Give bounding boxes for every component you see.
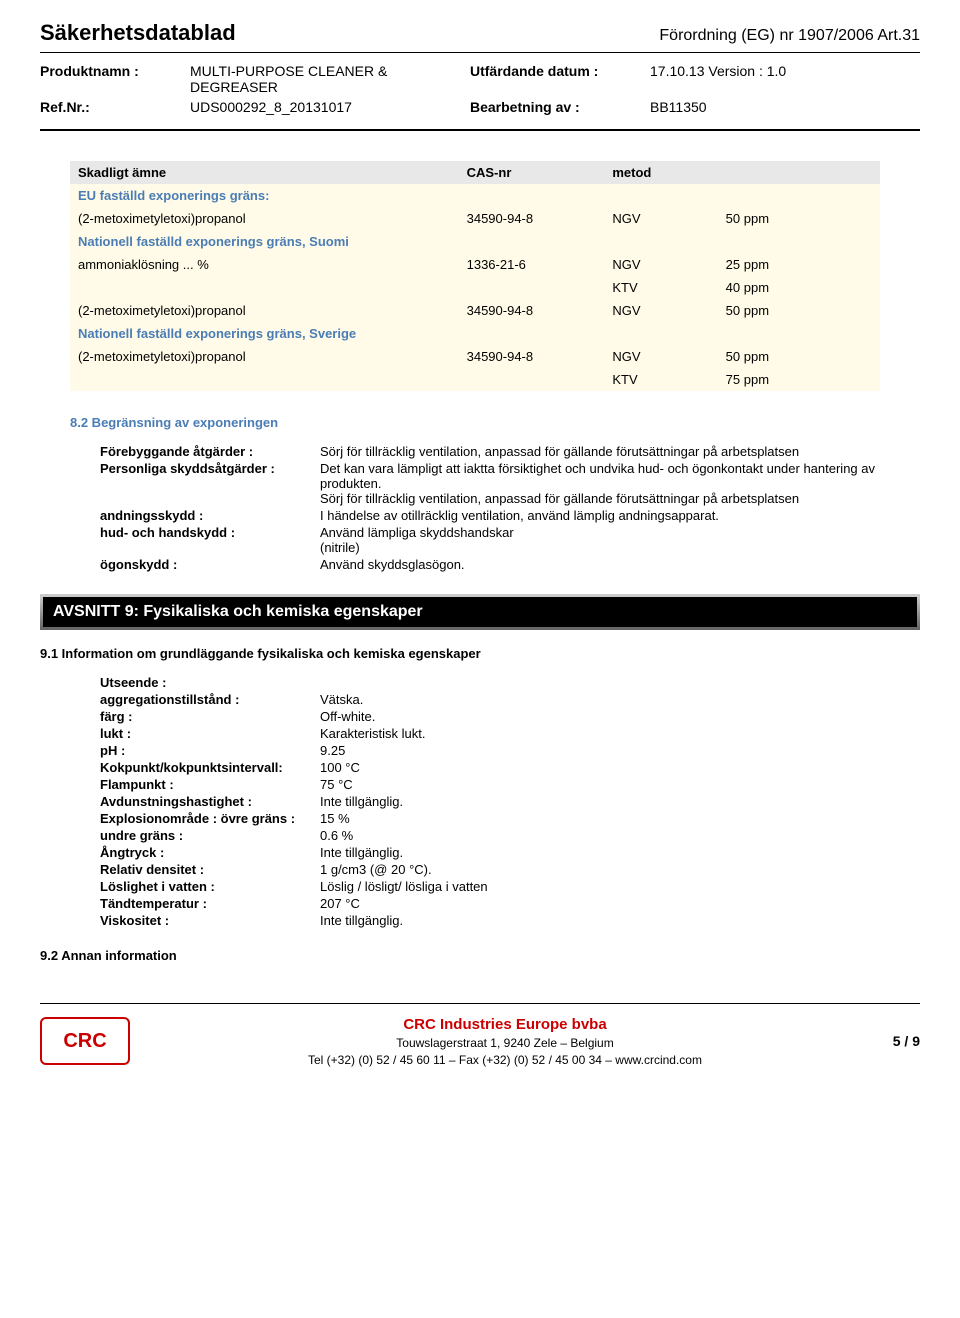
density-value: 1 g/cm3 (@ 20 °C).: [320, 862, 880, 877]
ref-label: Ref.Nr.:: [40, 99, 190, 115]
evap-value: Inte tillgänglig.: [320, 794, 880, 809]
issue-label: Utfärdande datum :: [470, 63, 650, 95]
exposure-table: Skadligt ämne CAS-nr metod EU faställd e…: [70, 161, 880, 391]
ignition-value: 207 °C: [320, 896, 880, 911]
flash-label: Flampunkt :: [100, 777, 320, 792]
viscosity-value: Inte tillgänglig.: [320, 913, 880, 928]
product-value: MULTI-PURPOSE CLEANER & DEGREASER: [190, 63, 470, 95]
flash-value: 75 °C: [320, 777, 880, 792]
odor-value: Karakteristisk lukt.: [320, 726, 880, 741]
preventive-label: Förebyggande åtgärder :: [100, 444, 320, 459]
vapp-value: Inte tillgänglig.: [320, 845, 880, 860]
page-number: 5 / 9: [860, 1033, 920, 1049]
color-label: färg :: [100, 709, 320, 724]
regulation-title: Förordning (EG) nr 1907/2006 Art.31: [659, 27, 920, 45]
section-9-1-body: Utseende : aggregationstillstånd :Vätska…: [100, 675, 880, 928]
skin-label: hud- och handskydd :: [100, 525, 320, 555]
vapp-label: Ångtryck :: [100, 845, 320, 860]
ph-label: pH :: [100, 743, 320, 758]
th-value: [718, 161, 880, 184]
personal-label: Personliga skyddsåtgärder :: [100, 461, 320, 506]
table-row: (2-metoximetyletoxi)propanol 34590-94-8 …: [70, 207, 880, 230]
table-row: (2-metoximetyletoxi)propanol 34590-94-8 …: [70, 345, 880, 368]
solubility-label: Löslighet i vatten :: [100, 879, 320, 894]
expl-lower-value: 0.6 %: [320, 828, 880, 843]
section-8-2-title: 8.2 Begränsning av exponeringen: [70, 415, 920, 430]
prep-label: Bearbetning av :: [470, 99, 650, 115]
th-cas: CAS-nr: [459, 161, 605, 184]
evap-label: Avdunstningshastighet :: [100, 794, 320, 809]
table-row: KTV 75 ppm: [70, 368, 880, 391]
footer-company: CRC Industries Europe bvba: [150, 1014, 860, 1035]
color-value: Off-white.: [320, 709, 880, 724]
eye-value: Använd skyddsglasögon.: [320, 557, 880, 572]
section-9-2-title: 9.2 Annan information: [40, 948, 920, 963]
ref-value: UDS000292_8_20131017: [190, 99, 470, 115]
page-footer: CRC CRC Industries Europe bvba Touwslage…: [40, 1003, 920, 1089]
section-sverige: Nationell faställd exponerings gräns, Sv…: [70, 322, 880, 345]
agg-label: aggregationstillstånd :: [100, 692, 320, 707]
agg-value: Vätska.: [320, 692, 880, 707]
personal-value: Det kan vara lämpligt att iaktta försikt…: [320, 461, 880, 506]
section-eu: EU faställd exponerings gräns:: [70, 184, 880, 207]
appearance-label: Utseende :: [100, 675, 320, 690]
boil-label: Kokpunkt/kokpunktsintervall:: [100, 760, 320, 775]
expl-upper-label: Explosionområde : övre gräns :: [100, 811, 320, 826]
header-thick-divider: [40, 129, 920, 131]
prep-value: BB11350: [650, 99, 850, 115]
expl-lower-label: undre gräns :: [100, 828, 320, 843]
header-divider: [40, 52, 920, 53]
respiratory-label: andningsskydd :: [100, 508, 320, 523]
skin-value: Använd lämpliga skyddshandskar (nitrile): [320, 525, 880, 555]
section-9-banner: AVSNITT 9: Fysikaliska och kemiska egens…: [40, 594, 920, 630]
boil-value: 100 °C: [320, 760, 880, 775]
section-8-2-body: Förebyggande åtgärder : Sörj för tillräc…: [100, 444, 880, 572]
th-method: metod: [604, 161, 717, 184]
expl-upper-value: 15 %: [320, 811, 880, 826]
viscosity-label: Viskositet :: [100, 913, 320, 928]
doc-title: Säkerhetsdatablad: [40, 20, 236, 46]
crc-logo: CRC: [40, 1017, 130, 1065]
eye-label: ögonskydd :: [100, 557, 320, 572]
ignition-label: Tändtemperatur :: [100, 896, 320, 911]
table-row: (2-metoximetyletoxi)propanol 34590-94-8 …: [70, 299, 880, 322]
table-row: ammoniaklösning ... % 1336-21-6 NGV 25 p…: [70, 253, 880, 276]
product-label: Produktnamn :: [40, 63, 190, 95]
header-grid: Produktnamn : MULTI-PURPOSE CLEANER & DE…: [40, 63, 920, 125]
odor-label: lukt :: [100, 726, 320, 741]
section-9-1-title: 9.1 Information om grundläggande fysikal…: [40, 646, 920, 661]
density-label: Relativ densitet :: [100, 862, 320, 877]
th-substance: Skadligt ämne: [70, 161, 459, 184]
issue-value: 17.10.13 Version : 1.0: [650, 63, 850, 95]
footer-address: Touwslagerstraat 1, 9240 Zele – Belgium: [150, 1035, 860, 1052]
footer-tel: Tel (+32) (0) 52 / 45 60 11 – Fax (+32) …: [150, 1052, 860, 1069]
ph-value: 9.25: [320, 743, 880, 758]
section-suomi: Nationell faställd exponerings gräns, Su…: [70, 230, 880, 253]
solubility-value: Löslig / lösligt/ lösliga i vatten: [320, 879, 880, 894]
respiratory-value: I händelse av otillräcklig ventilation, …: [320, 508, 880, 523]
preventive-value: Sörj för tillräcklig ventilation, anpass…: [320, 444, 880, 459]
table-row: KTV 40 ppm: [70, 276, 880, 299]
